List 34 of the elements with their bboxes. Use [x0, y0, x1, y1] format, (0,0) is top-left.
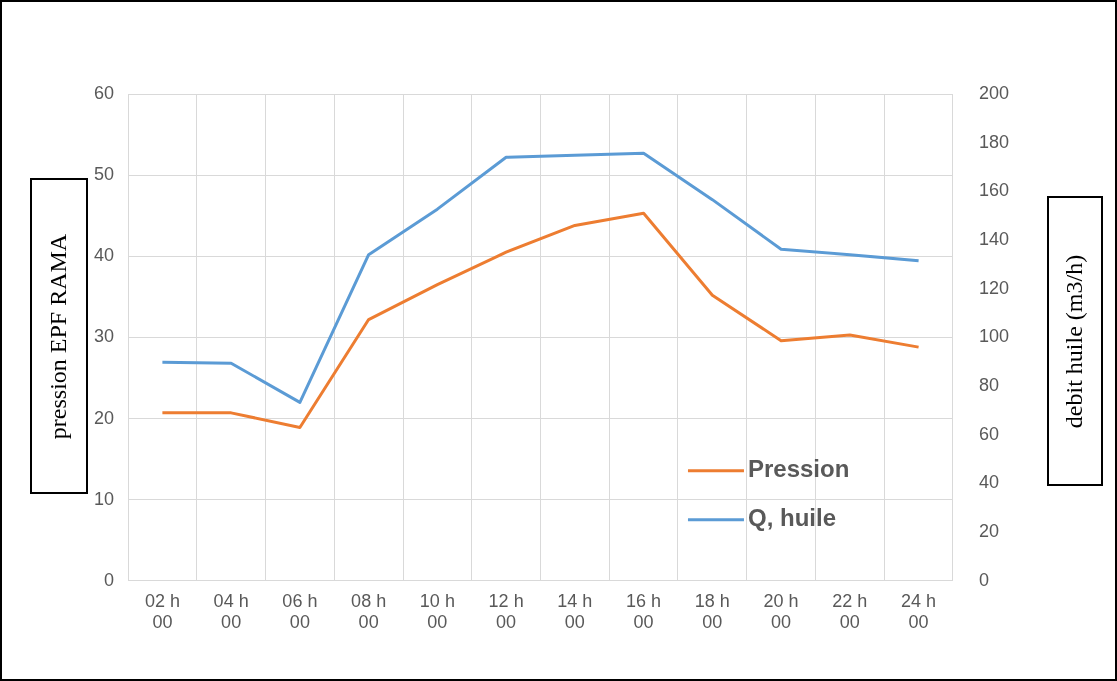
- x-tick-label: 02 h 00: [144, 590, 180, 633]
- y2-tick-label: 100: [978, 326, 1010, 347]
- y-tick-label: 60: [93, 82, 115, 103]
- y2-tick-label: 60: [978, 423, 999, 444]
- y-tick-label: 50: [93, 164, 115, 185]
- x-tick-label: 22 h 00: [832, 590, 868, 633]
- x-tick-label: 20 h 00: [763, 590, 799, 633]
- y-tick-label: 20: [93, 407, 115, 428]
- x-tick-label: 04 h 00: [213, 590, 249, 633]
- legend-label: Pression: [747, 455, 850, 483]
- x-tick-label: 10 h 00: [419, 590, 455, 633]
- x-tick-label: 18 h 00: [694, 590, 730, 633]
- y-tick-label: 10: [93, 488, 115, 509]
- x-tick-label: 14 h 00: [557, 590, 593, 633]
- y2-tick-label: 160: [978, 180, 1010, 201]
- y-tick-label: 30: [93, 326, 115, 347]
- y2-tick-label: 140: [978, 229, 1010, 250]
- x-tick-label: 06 h 00: [282, 590, 318, 633]
- y2-tick-label: 200: [978, 82, 1010, 103]
- y-tick-label: 40: [93, 245, 115, 266]
- y-axis-title: pression EPF RAMA: [45, 233, 73, 439]
- x-tick-label: 16 h 00: [626, 590, 662, 633]
- y2-tick-label: 120: [978, 277, 1010, 298]
- y2-tick-label: 180: [978, 131, 1010, 152]
- x-tick-label: 08 h 00: [351, 590, 387, 633]
- y2-axis-title: debit huile (m3/h): [1061, 254, 1089, 428]
- y2-tick-label: 0: [978, 569, 989, 590]
- legend-label: Q, huile: [747, 504, 836, 532]
- x-tick-label: 12 h 00: [488, 590, 524, 633]
- x-tick-label: 24 h 00: [901, 590, 937, 633]
- y-tick-label: 0: [104, 569, 115, 590]
- y2-tick-label: 40: [978, 472, 999, 493]
- y2-tick-label: 20: [978, 521, 999, 542]
- y2-tick-label: 80: [978, 375, 999, 396]
